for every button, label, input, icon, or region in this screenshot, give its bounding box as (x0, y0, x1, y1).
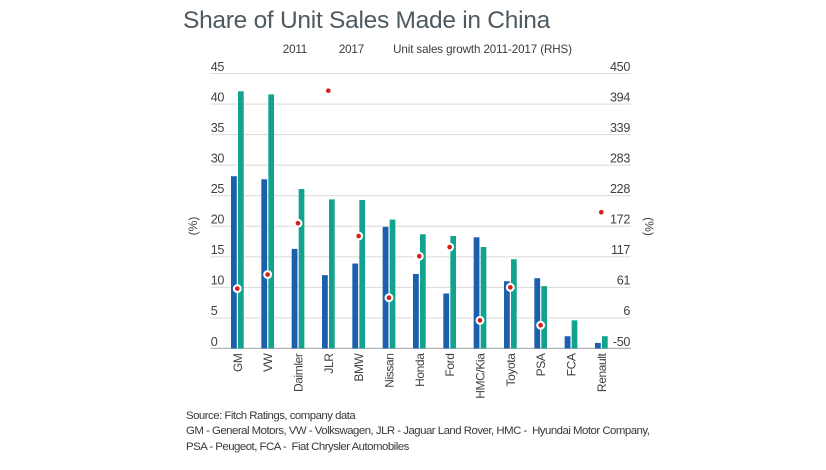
svg-text:Honda: Honda (413, 353, 427, 387)
svg-text:339: 339 (610, 121, 630, 135)
svg-text:45: 45 (211, 60, 225, 74)
svg-text:HMC/Kia: HMC/Kia (474, 353, 488, 399)
svg-text:30: 30 (211, 152, 225, 166)
svg-text:5: 5 (211, 304, 218, 318)
svg-text:Daimler: Daimler (292, 353, 306, 392)
svg-text:2017: 2017 (339, 43, 364, 56)
svg-text:20: 20 (211, 213, 225, 227)
svg-text:25: 25 (211, 182, 225, 196)
svg-text:61: 61 (617, 274, 631, 288)
svg-text:PSA: PSA (534, 353, 548, 376)
svg-text:117: 117 (611, 243, 630, 257)
svg-text:283: 283 (610, 152, 630, 166)
svg-text:35: 35 (211, 121, 225, 135)
svg-text:(%): (%) (186, 217, 200, 236)
svg-text:2011: 2011 (283, 43, 307, 56)
svg-text:6: 6 (623, 304, 630, 318)
svg-text:Unit sales growth 2011-2017 (R: Unit sales growth 2011-2017 (RHS) (393, 43, 572, 56)
svg-text:FCA: FCA (565, 353, 579, 376)
svg-text:40: 40 (211, 90, 225, 104)
svg-text:Renault: Renault (595, 352, 609, 392)
svg-text:Toyota: Toyota (504, 353, 518, 387)
svg-text:Ford: Ford (443, 354, 457, 377)
svg-text:GM: GM (231, 353, 245, 372)
svg-text:450: 450 (610, 60, 630, 74)
svg-text:(%): (%) (642, 217, 656, 236)
svg-text:0: 0 (211, 335, 218, 349)
svg-text:JLR: JLR (322, 353, 336, 374)
svg-text:-50: -50 (613, 335, 630, 349)
svg-text:172: 172 (610, 213, 630, 227)
svg-text:VW: VW (261, 352, 275, 372)
svg-text:10: 10 (211, 274, 225, 288)
svg-text:228: 228 (610, 182, 630, 196)
svg-text:Nissan: Nissan (383, 354, 397, 388)
svg-text:BMW: BMW (352, 352, 366, 381)
svg-text:394: 394 (610, 90, 630, 104)
svg-text:15: 15 (211, 243, 225, 257)
